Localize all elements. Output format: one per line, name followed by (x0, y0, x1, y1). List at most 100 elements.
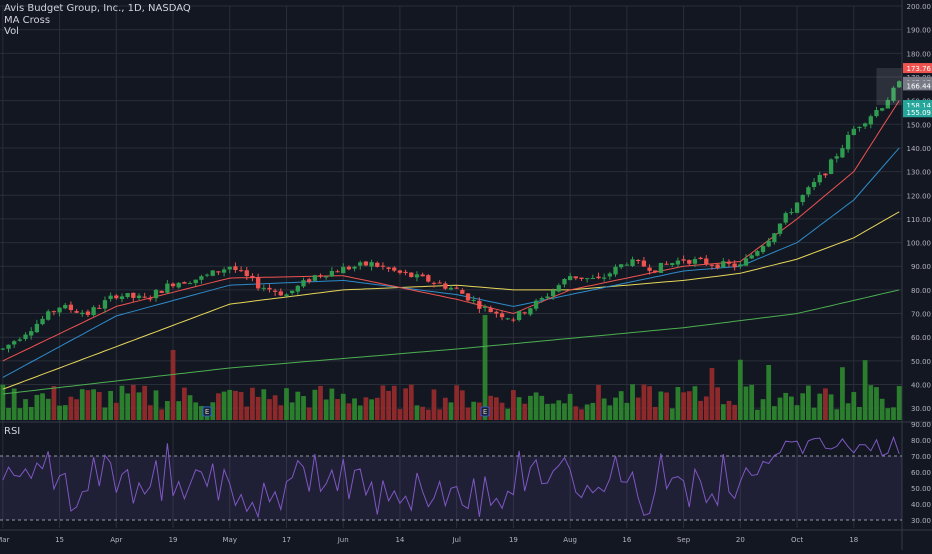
candle-body (57, 307, 62, 313)
volume-bar (522, 403, 528, 420)
volume-bar (545, 403, 550, 420)
indicator-ma-cross[interactable]: MA Cross (4, 14, 51, 26)
candle-body (108, 295, 113, 299)
candle-body (63, 304, 68, 309)
volume-bar (783, 392, 789, 420)
candle-body (687, 260, 692, 264)
candle-body (250, 275, 255, 278)
candle-body (448, 287, 454, 290)
volume-bar (800, 393, 806, 420)
volume-bar (845, 403, 851, 420)
rsi-axis-tick: 90.00 (911, 421, 931, 429)
volume-bar (62, 405, 68, 420)
volume-bar (289, 402, 295, 420)
volume-bar (613, 397, 618, 420)
volume-bar (74, 399, 79, 420)
time-axis-tick: Sep (677, 536, 691, 544)
volume-bar (550, 403, 556, 420)
volume-bar (647, 386, 652, 420)
candle-body (653, 270, 658, 273)
candle-body (403, 271, 408, 273)
candle-body (437, 282, 442, 284)
price-label-box (903, 107, 932, 118)
chart-legend: Avis Budget Group, Inc., 1D, NASDAQ MA C… (4, 3, 191, 38)
volume-bar (669, 408, 675, 420)
candle-body (596, 276, 601, 279)
candle-body (545, 296, 550, 299)
candle-body (845, 134, 851, 150)
candle-body (290, 290, 295, 294)
volume-bar (187, 395, 193, 420)
candle-body (732, 263, 737, 268)
candle-body (386, 267, 391, 269)
volume-bar (806, 385, 811, 420)
candle-body (738, 264, 743, 267)
candle-body (471, 299, 476, 301)
candle-body (182, 282, 187, 284)
candle-body (590, 277, 595, 279)
candle-body (193, 279, 198, 284)
volume-bar (539, 395, 545, 420)
volume-bar (737, 359, 743, 420)
volume-bar (709, 367, 715, 420)
candle-body (238, 270, 244, 272)
volume-bar (159, 409, 165, 420)
volume-bar (85, 390, 91, 420)
volume-bar (147, 405, 153, 420)
volume-bar (403, 388, 408, 420)
candle-body (165, 283, 170, 293)
volume-bar (284, 388, 289, 420)
volume-bar (562, 403, 567, 420)
candle-body (29, 331, 34, 336)
volume-bar (652, 406, 658, 420)
candle-body (12, 341, 17, 345)
ma-short-line (2, 100, 900, 362)
candle-body (17, 339, 23, 341)
volume-bar (885, 408, 891, 420)
candle-body (136, 295, 142, 299)
candle-body (698, 257, 703, 259)
time-axis-tick: Mar (0, 536, 10, 544)
volume-bar (164, 401, 170, 420)
candle-body (204, 274, 210, 276)
symbol-title[interactable]: Avis Budget Group, Inc., 1D, NASDAQ (4, 3, 191, 14)
volume-bar (448, 402, 454, 420)
candle-body (68, 304, 74, 311)
volume-bar (720, 404, 726, 420)
volume-bar (874, 387, 879, 420)
volume-bar (346, 403, 352, 420)
volume-bar (607, 405, 613, 420)
indicator-volume[interactable]: Vol (4, 26, 19, 37)
volume-bar (828, 394, 834, 420)
volume-bar (0, 384, 6, 420)
candle-body (91, 307, 96, 316)
volume-bar (272, 395, 278, 420)
candle-body (511, 319, 516, 321)
volume-bar (431, 389, 437, 420)
volume-bar (891, 407, 896, 420)
price-axis-tick: 40.00 (911, 382, 931, 390)
volume-bar (511, 390, 516, 420)
candle-body (272, 290, 278, 292)
price-label-box (903, 100, 932, 111)
candle-body (131, 292, 136, 298)
rsi-axis-tick: 70.00 (911, 453, 931, 461)
rsi-pane-label[interactable]: RSI (4, 426, 21, 437)
volume-bar (743, 386, 749, 420)
rsi-axis-tick: 80.00 (911, 437, 931, 445)
volume-bar (142, 385, 148, 420)
volume-bar (823, 388, 828, 420)
candle-body (675, 260, 681, 265)
candle-body (528, 308, 533, 315)
volume-bar (170, 350, 176, 420)
volume-bar (335, 399, 340, 420)
candle-body (533, 300, 539, 309)
volume-bar (760, 399, 766, 420)
volume-bar (318, 385, 323, 420)
candle-body (800, 195, 805, 203)
time-axis-tick: 18 (849, 536, 858, 544)
candle-body (221, 269, 227, 273)
candle-body (749, 255, 754, 259)
